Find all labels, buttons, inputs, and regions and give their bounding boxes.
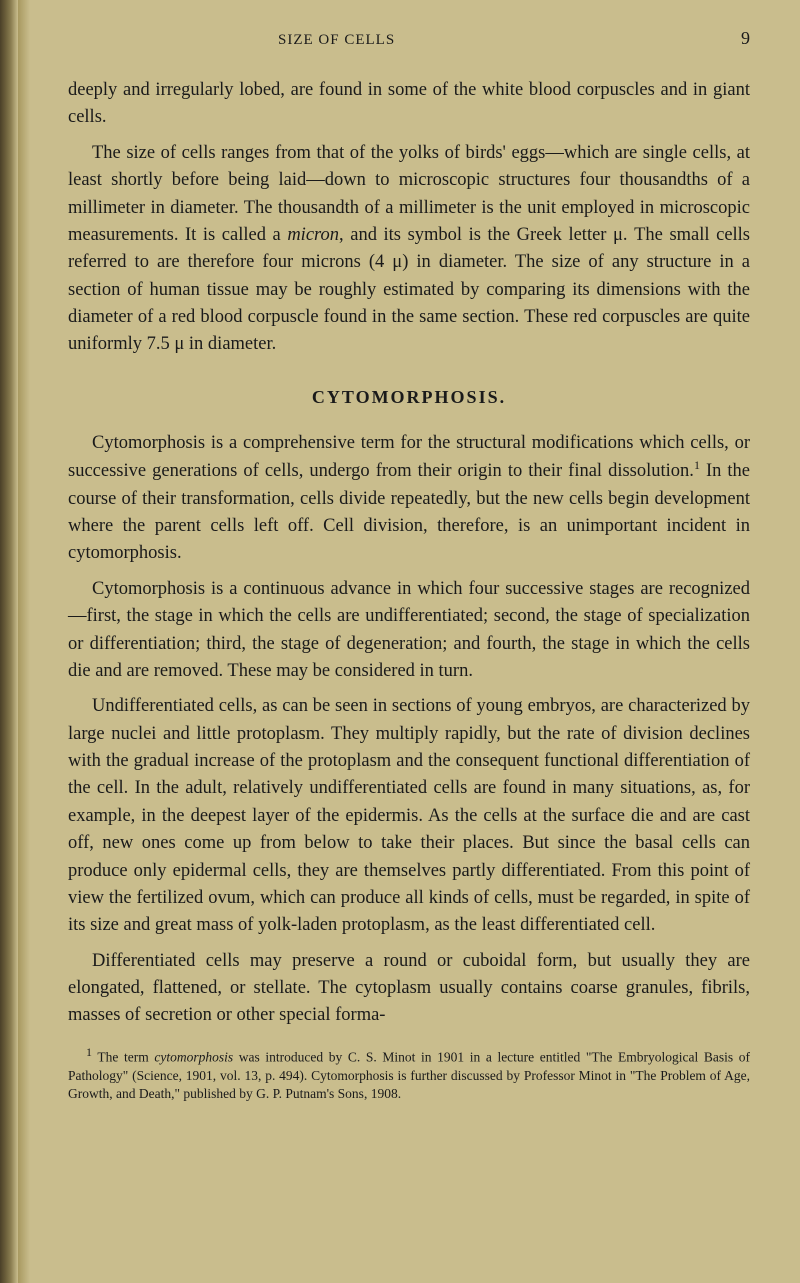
section-title-cytomorphosis: CYTOMORPHOSIS. [68,387,750,408]
page-binding-shadow-inner [18,0,30,1283]
p3-text-pre: Cytomorphosis is a comprehensive term fo… [68,433,750,482]
footnote-cyto-italic: cytomorphosis [154,1049,233,1064]
running-header-title: SIZE OF CELLS [278,32,395,49]
paragraph-4: Cytomorphosis is a continuous advance in… [68,576,750,686]
footnote-1: 1 The term cytomorphosis was introduced … [68,1044,750,1103]
page-binding-shadow [0,0,18,1283]
paragraph-2: The size of cells ranges from that of th… [68,140,750,359]
page-content: SIZE OF CELLS 9 deeply and irregularly l… [0,0,800,1133]
paragraph-6: Differentiated cells may preserve a roun… [68,948,750,1030]
page-number: 9 [741,28,750,49]
paragraph-1: deeply and irregularly lobed, are found … [68,77,750,132]
page-header: SIZE OF CELLS 9 [68,28,750,49]
footnote-pre: The term [92,1049,154,1064]
paragraph-3: Cytomorphosis is a comprehensive term fo… [68,430,750,568]
paragraph-5: Undifferentiated cells, as can be seen i… [68,693,750,939]
p2-micron-italic: micron [287,225,339,245]
